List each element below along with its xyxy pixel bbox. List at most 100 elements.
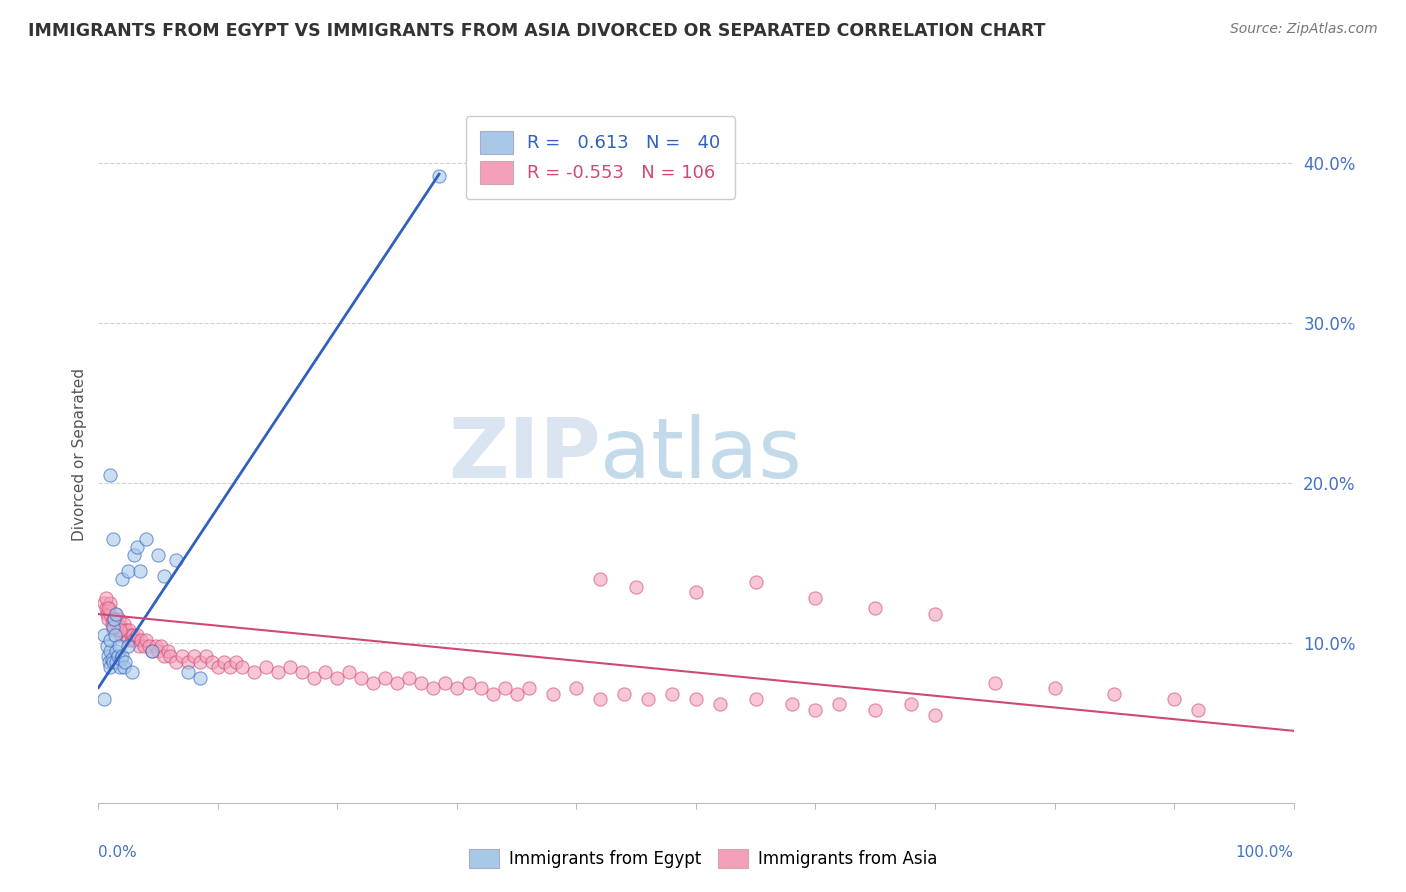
Point [108,623,131,637]
Point [93,691,115,706]
Point [433,676,456,690]
Point [427,169,450,183]
Point [685,584,707,599]
Point [124,632,146,647]
Point [103,612,125,626]
Point [863,703,886,717]
Point [121,665,143,679]
Point [517,681,540,695]
Point [494,681,516,695]
Point [97,612,120,626]
Text: Source: ZipAtlas.com: Source: ZipAtlas.com [1230,22,1378,37]
Point [243,665,266,679]
Point [924,707,946,722]
Point [745,575,768,590]
Point [983,676,1005,690]
Point [745,691,768,706]
Point [1043,681,1066,695]
Point [124,548,146,562]
Point [326,671,349,685]
Point [111,648,134,663]
Text: 0.0%: 0.0% [98,845,138,860]
Point [93,628,115,642]
Point [93,596,115,610]
Point [374,671,396,685]
Point [98,607,122,621]
Point [104,607,127,621]
Point [115,623,138,637]
Point [207,660,229,674]
Point [118,623,141,637]
Point [254,660,277,674]
Point [125,628,148,642]
Point [101,623,124,637]
Point [804,703,827,717]
Point [194,648,217,663]
Point [1102,687,1125,701]
Point [315,665,337,679]
Point [1163,691,1185,706]
Point [110,652,132,666]
Point [135,532,157,546]
Point [153,568,176,582]
Point [290,665,312,679]
Point [111,572,134,586]
Point [135,632,157,647]
Point [101,532,124,546]
Point [96,639,118,653]
Point [98,600,121,615]
Point [105,616,128,631]
Point [385,676,409,690]
Point [422,681,444,695]
Point [148,548,170,562]
Point [225,655,247,669]
Point [125,540,148,554]
Y-axis label: Divorced or Separated: Divorced or Separated [72,368,87,541]
Point [98,467,122,482]
Point [97,600,120,615]
Point [108,628,131,642]
Point [128,639,150,653]
Point [96,607,118,621]
Point [924,607,946,621]
Point [100,616,122,631]
Point [117,564,139,578]
Point [98,644,122,658]
Point [446,681,468,695]
Point [337,665,360,679]
Point [172,648,194,663]
Point [219,660,242,674]
Point [98,655,121,669]
Point [589,691,612,706]
Point [101,655,124,669]
Point [120,628,142,642]
Point [398,671,420,685]
Point [165,552,187,566]
Text: ZIP: ZIP [449,415,600,495]
Point [709,697,731,711]
Point [98,660,122,674]
Point [117,639,139,653]
Point [350,671,373,685]
Point [112,616,135,631]
Point [828,697,851,711]
Point [188,655,211,669]
Point [107,639,129,653]
Point [114,628,136,642]
Point [104,628,127,642]
Point [637,691,659,706]
Point [506,687,529,701]
Point [101,612,124,626]
Point [97,648,120,663]
Point [411,676,433,690]
Point [188,671,211,685]
Point [156,644,179,658]
Point [470,681,492,695]
Point [148,644,170,658]
Point [129,564,152,578]
Point [863,600,886,615]
Point [231,660,253,674]
Point [112,660,135,674]
Point [183,648,205,663]
Point [107,612,129,626]
